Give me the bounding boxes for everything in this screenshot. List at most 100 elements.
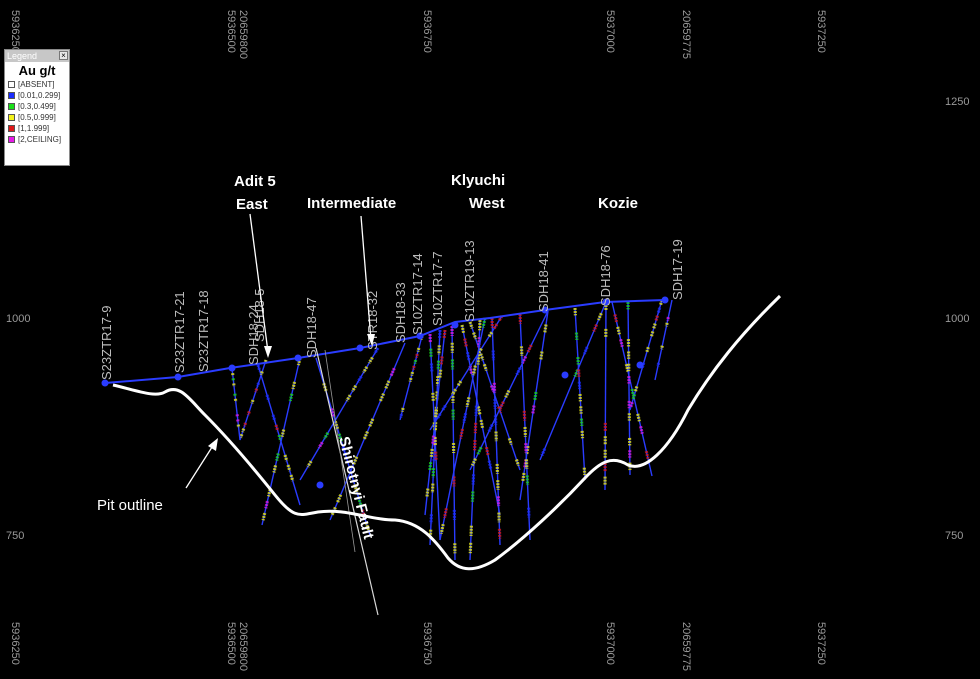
assay-interval <box>277 434 283 442</box>
hole-label-sdh18-24[interactable]: SDH18-24 <box>246 304 261 365</box>
assay-interval <box>656 307 662 314</box>
assay-interval <box>476 406 482 415</box>
assay-interval <box>533 391 538 401</box>
fault-line-secondary <box>324 349 356 553</box>
legend-item-label: [0.5,0.999] <box>18 113 56 122</box>
bottom-axis-ticks: 5936250 5936500 20659800 5936750 5937000 2065… <box>9 622 827 671</box>
assay-interval <box>479 353 485 361</box>
close-icon[interactable]: × <box>59 51 68 60</box>
assay-interval <box>659 345 664 350</box>
assay-interval <box>539 351 544 360</box>
assay-interval <box>352 456 359 465</box>
legend-titlebar[interactable]: Legend × <box>5 50 69 62</box>
hole-label-s23ztr17-21[interactable]: S23ZTR17-21 <box>172 291 187 373</box>
right-tick-1000: 1000 <box>945 313 969 325</box>
assay-interval <box>353 483 359 493</box>
assay-interval <box>435 412 442 420</box>
legend-item: [ABSENT] <box>5 79 69 90</box>
assay-interval <box>356 496 363 506</box>
assay-interval <box>472 332 478 340</box>
assay-interval <box>384 380 391 390</box>
assay-interval <box>345 394 352 402</box>
label-west: West <box>469 195 505 212</box>
top-tick: 5936500 <box>225 10 237 53</box>
assay-interval <box>460 324 466 334</box>
collar-marker <box>636 361 644 369</box>
assay-interval <box>631 393 637 400</box>
pit-outline <box>112 294 782 571</box>
legend-item: [0.3,0.499] <box>5 101 69 112</box>
hole-label-s23ztr17-18[interactable]: S23ZTR17-18 <box>196 290 211 372</box>
assay-interval <box>515 367 522 376</box>
assay-interval <box>442 507 448 519</box>
hole-label-s23ztr17-9[interactable]: S23ZTR17-9 <box>99 306 114 380</box>
fault-line <box>315 347 379 616</box>
assay-interval <box>465 396 471 408</box>
bottom-tick: 5937250 <box>815 622 827 665</box>
label-fault: Shirotnyi Fault <box>335 435 377 541</box>
assay-interval <box>440 404 447 412</box>
hole-label-s10ztr17-14[interactable]: S10ZTR17-14 <box>410 253 425 335</box>
collar-marker <box>174 373 182 381</box>
legend-swatch <box>8 92 15 99</box>
assay-interval <box>288 393 294 402</box>
collar-markers <box>101 296 669 489</box>
assay-interval <box>241 428 246 433</box>
collar-surface-line <box>104 299 666 384</box>
assay-interval <box>465 351 471 361</box>
assay-interval <box>487 460 493 470</box>
assay-interval <box>362 366 369 374</box>
legend-items: [ABSENT] [0.01,0.299] [0.3,0.499] [0.5,0.99… <box>5 79 69 145</box>
assay-interval <box>400 407 405 413</box>
assay-interval <box>264 500 269 509</box>
hole-label-s10ztr19-13[interactable]: S10ZTR19-13 <box>462 240 477 322</box>
hole-label-sdh18-33[interactable]: SDH18-33 <box>393 282 408 343</box>
top-tick: 5937000 <box>604 10 616 53</box>
legend-item-label: [0.01,0.299] <box>18 91 61 100</box>
assay-interval <box>463 338 468 348</box>
assay-interval <box>341 446 347 455</box>
bottom-tick: 20659800 <box>237 622 249 671</box>
hole-label-sdh18-41[interactable]: SDH18-41 <box>536 251 551 312</box>
hole-label-sdh18-76[interactable]: SDH18-76 <box>598 245 613 306</box>
assay-interval <box>429 448 434 458</box>
assay-interval <box>274 424 280 432</box>
assay-interval <box>470 457 478 467</box>
top-tick: 5937250 <box>815 10 827 53</box>
assay-interval <box>442 329 447 339</box>
assay-interval <box>616 326 621 335</box>
assay-interval <box>246 410 251 416</box>
collar-marker <box>416 332 424 340</box>
adit5-arrow-head <box>264 346 272 358</box>
hole-label-sdh18-5[interactable]: SDH18-5 <box>252 289 267 342</box>
legend-item-label: [0.3,0.499] <box>18 102 56 111</box>
assay-interval <box>526 344 533 353</box>
assay-interval <box>471 365 477 376</box>
hole-label-sdh17-19[interactable]: SDH17-19 <box>670 239 685 300</box>
assay-interval <box>520 355 528 364</box>
pit-arrow-line <box>185 443 215 489</box>
assay-interval <box>399 413 404 419</box>
assay-interval <box>613 314 619 323</box>
assay-interval <box>256 364 262 372</box>
collar-marker <box>316 481 324 489</box>
label-pit-outline: Pit outline <box>97 497 163 514</box>
assay-interval <box>531 405 536 414</box>
assay-interval <box>492 323 499 330</box>
legend-panel[interactable]: Legend × Au g/t [ABSENT] [0.01,0.299] [0.3… <box>4 49 70 166</box>
assay-interval <box>596 312 603 321</box>
assay-interval <box>356 375 363 383</box>
assay-interval <box>636 413 641 422</box>
collar-marker <box>228 364 236 372</box>
assay-interval <box>468 321 474 329</box>
assay-interval <box>280 429 286 438</box>
assay-interval <box>582 346 589 355</box>
hole-label-s10ztr17-7[interactable]: S10ZTR17-7 <box>430 252 445 326</box>
assay-interval <box>367 356 374 364</box>
assay-interval <box>272 465 278 473</box>
legend-item: [2,CEILING] <box>5 134 69 145</box>
assay-interval <box>250 399 255 404</box>
hole-label-sdh18-47[interactable]: SDH18-47 <box>304 297 319 358</box>
